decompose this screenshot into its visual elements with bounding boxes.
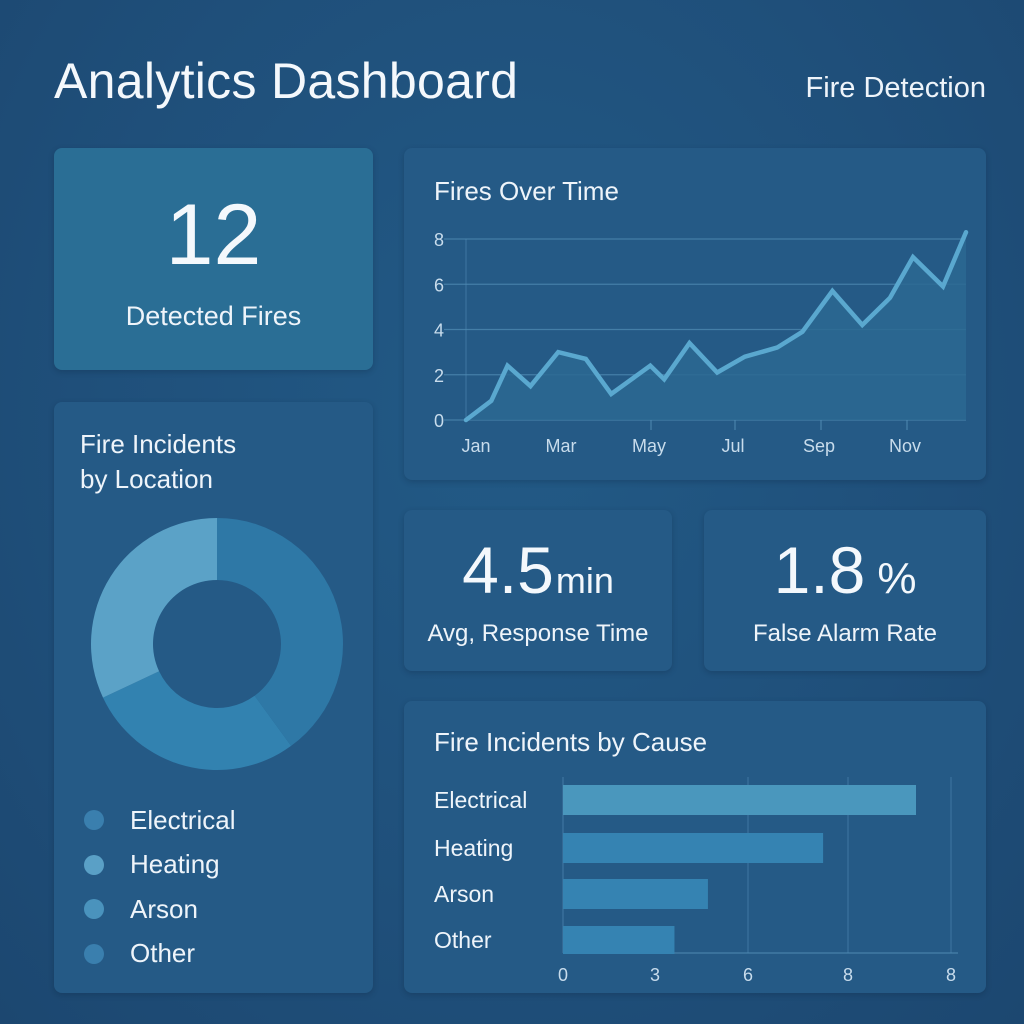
- svg-text:Jan: Jan: [461, 436, 490, 456]
- incidents-by-cause-card[interactable]: Fire Incidents by Cause 0 3 6 8 8 Electrical H…: [404, 701, 986, 993]
- svg-text:3: 3: [650, 965, 660, 985]
- svg-text:6: 6: [434, 275, 444, 295]
- incidents-by-location-card[interactable]: Fire Incidents by Location Electrical He…: [54, 402, 373, 993]
- svg-text:8: 8: [946, 965, 956, 985]
- page-title: Analytics Dashboard: [54, 53, 519, 109]
- legend-item-arson[interactable]: Arson: [84, 887, 235, 932]
- svg-text:Nov: Nov: [889, 436, 921, 456]
- svg-text:Sep: Sep: [803, 436, 835, 456]
- svg-text:8: 8: [843, 965, 853, 985]
- legend-dot-icon: [84, 854, 104, 875]
- svg-text:0: 0: [558, 965, 568, 985]
- legend-label: Electrical: [130, 804, 236, 835]
- svg-text:0: 0: [434, 411, 444, 431]
- svg-text:Heating: Heating: [434, 835, 513, 861]
- cause-bar-chart: 0 3 6 8 8 Electrical Heating Arson Other: [434, 777, 958, 985]
- avg-response-value: 4.5min: [404, 532, 672, 608]
- title-line-2: by Location: [80, 464, 213, 494]
- false-alarm-value: 1.8%: [704, 532, 986, 608]
- false-alarm-unit: %: [877, 554, 917, 603]
- legend-item-other[interactable]: Other: [84, 932, 235, 977]
- svg-text:Mar: Mar: [546, 436, 577, 456]
- svg-text:8: 8: [434, 230, 444, 250]
- detected-fires-value: 12: [165, 187, 262, 283]
- legend-label: Heating: [130, 849, 220, 880]
- fires-over-time-card[interactable]: Fires Over Time 0 2 4 6 8 Jan Mar May Jul Sep Nov: [404, 148, 986, 480]
- legend-dot-icon: [84, 810, 104, 831]
- detected-fires-card[interactable]: 12 Detected Fires: [54, 148, 373, 370]
- svg-text:4: 4: [434, 321, 444, 341]
- incidents-by-cause-title: Fire Incidents by Cause: [434, 727, 708, 757]
- svg-text:May: May: [632, 436, 666, 456]
- svg-text:Electrical: Electrical: [434, 787, 527, 813]
- title-line-1: Fire Incidents: [80, 429, 237, 459]
- bar: [563, 879, 708, 909]
- svg-text:Jul: Jul: [721, 436, 744, 456]
- page-subtitle: Fire Detection: [805, 72, 986, 104]
- bar: [563, 785, 916, 815]
- legend-dot-icon: [84, 943, 104, 964]
- donut-segment: [102, 671, 292, 770]
- donut-segment: [217, 518, 343, 746]
- legend-dot-icon: [84, 899, 104, 920]
- bar: [563, 833, 824, 863]
- svg-text:6: 6: [743, 965, 753, 985]
- avg-response-label: Avg, Response Time: [427, 620, 649, 647]
- avg-response-unit: min: [555, 560, 614, 601]
- svg-text:2: 2: [434, 366, 444, 386]
- false-alarm-card[interactable]: 1.8% False Alarm Rate: [704, 510, 986, 671]
- fires-over-time-chart: 0 2 4 6 8 Jan Mar May Jul Sep Nov: [434, 229, 969, 456]
- svg-text:Other: Other: [434, 927, 492, 953]
- legend-label: Other: [130, 938, 196, 969]
- bar: [563, 926, 675, 954]
- donut-segment: [90, 518, 217, 698]
- false-alarm-label: False Alarm Rate: [752, 620, 938, 647]
- detected-fires-label: Detected Fires: [125, 301, 302, 331]
- location-donut-chart: [90, 518, 343, 770]
- false-alarm-number: 1.8: [773, 533, 866, 607]
- avg-response-number: 4.5: [462, 533, 554, 607]
- legend-item-electrical[interactable]: Electrical: [84, 798, 235, 843]
- legend-label: Arson: [130, 893, 198, 924]
- avg-response-card[interactable]: 4.5min Avg, Response Time: [404, 510, 672, 671]
- fires-over-time-title: Fires Over Time: [434, 176, 619, 206]
- legend-item-heating[interactable]: Heating: [84, 843, 235, 888]
- svg-text:Arson: Arson: [434, 881, 494, 907]
- incidents-by-location-title: Fire Incidents by Location: [80, 427, 236, 497]
- donut-legend: Electrical Heating Arson Other: [84, 798, 235, 976]
